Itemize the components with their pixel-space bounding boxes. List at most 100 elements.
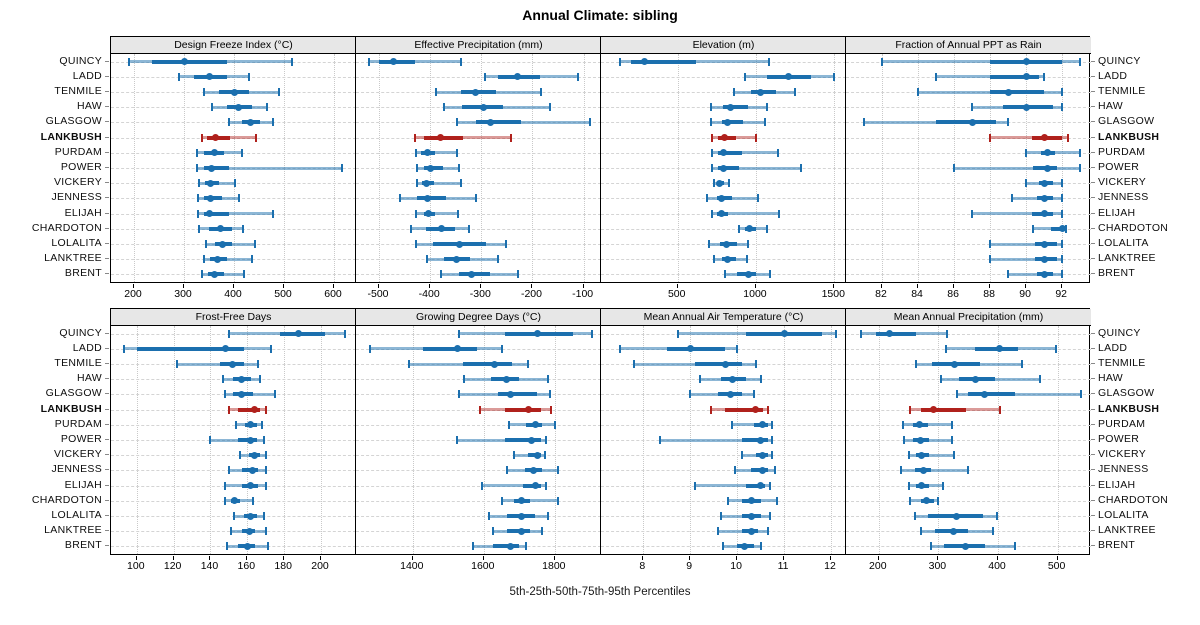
chart-title: Annual Climate: sibling xyxy=(522,7,678,23)
whisker-cap xyxy=(205,240,208,248)
percentile-bar-25-75 xyxy=(936,120,996,125)
whisker-cap xyxy=(544,436,547,444)
whisker-cap xyxy=(908,496,911,505)
median-dot xyxy=(437,225,445,233)
median-dot xyxy=(217,225,224,233)
median-dot xyxy=(968,118,976,126)
whisker-cap xyxy=(998,405,1001,414)
whisker-cap xyxy=(270,344,273,353)
station-label-right-brent: BRENT xyxy=(1098,539,1136,552)
whisker-cap xyxy=(1061,179,1064,188)
horizontal-gridline xyxy=(356,183,601,185)
whisker-cap xyxy=(731,420,734,429)
whisker-cap xyxy=(1020,360,1023,368)
axis-tick xyxy=(482,556,484,560)
axis-tick xyxy=(172,556,174,560)
station-label-right-jenness: JENNESS xyxy=(1098,191,1149,204)
axis-tick-label: 84 xyxy=(911,288,923,300)
whisker-cap xyxy=(618,344,621,353)
axis-tick xyxy=(378,284,380,288)
median-dot xyxy=(517,527,525,535)
station-labels-right: QUINCY LADD TENMILE HAW GLASGOW LANKBUSH PURDA… xyxy=(1094,0,1200,625)
whisker-cap xyxy=(950,420,953,429)
median-dot xyxy=(208,164,215,172)
axis-tick-label: 300 xyxy=(174,288,192,300)
median-dot xyxy=(719,149,727,157)
median-dot xyxy=(513,73,521,81)
whisker-cap xyxy=(881,57,884,66)
median-dot xyxy=(238,390,246,398)
whisker-cap xyxy=(1007,270,1010,279)
panel-band-bottom: Frost-Free Days Growing Degree Days (°C) M… xyxy=(110,308,1091,555)
horizontal-gridline xyxy=(846,137,1091,139)
whisker-cap xyxy=(242,270,245,279)
whisker-cap xyxy=(863,118,865,127)
panel-growing-degree-days-c-: Growing Degree Days (°C) xyxy=(356,309,601,554)
median-dot xyxy=(245,527,253,535)
whisker-cap xyxy=(425,255,428,264)
horizontal-gridline xyxy=(356,152,601,154)
whisker-cap xyxy=(264,527,267,536)
panel-plot-area xyxy=(111,54,356,282)
whisker-cap xyxy=(1007,118,1010,127)
station-label-left-haw: HAW xyxy=(76,372,102,385)
median-dot xyxy=(531,421,539,429)
whisker-cap xyxy=(771,420,774,429)
horizontal-gridline xyxy=(601,92,846,93)
median-dot xyxy=(503,375,511,383)
whisker-cap xyxy=(240,148,243,157)
median-dot xyxy=(721,360,729,368)
percentile-whisker-5-95 xyxy=(712,212,780,216)
whisker-cap xyxy=(759,542,762,551)
whisker-cap xyxy=(768,481,771,490)
panel-divider xyxy=(600,37,601,282)
whisker-cap xyxy=(744,72,747,81)
whisker-cap xyxy=(242,224,244,233)
whisker-cap xyxy=(711,164,714,172)
median-dot xyxy=(716,179,724,187)
station-label-right-purdam: PURDAM xyxy=(1098,417,1146,430)
whisker-cap xyxy=(505,466,508,475)
axis-tick xyxy=(333,284,334,288)
axis-tick xyxy=(881,284,883,288)
percentile-whisker-5-95 xyxy=(482,484,546,488)
panel-strip: Fraction of Annual PPT as Rain xyxy=(846,37,1091,54)
median-dot xyxy=(718,194,726,202)
station-row-tick xyxy=(1091,469,1095,471)
whisker-cap xyxy=(458,164,461,172)
station-row-tick xyxy=(105,212,109,214)
median-dot xyxy=(1044,149,1052,157)
percentile-bar-25-75 xyxy=(204,166,229,170)
median-dot xyxy=(424,210,432,218)
station-label-right-glasgow: GLASGOW xyxy=(1098,115,1155,128)
station-label-right-lanktree: LANKTREE xyxy=(1098,524,1156,537)
whisker-cap xyxy=(517,270,520,279)
whisker-cap xyxy=(553,420,556,429)
station-row-tick xyxy=(105,515,109,516)
median-dot xyxy=(1040,270,1048,278)
axis-tick-label: 1800 xyxy=(542,560,566,572)
median-dot xyxy=(453,345,461,353)
whisker-cap xyxy=(723,270,726,279)
station-label-right-lankbush: LANKBUSH xyxy=(1098,130,1160,143)
axis-tick xyxy=(676,284,678,288)
station-row-tick xyxy=(105,499,109,501)
station-label-right-quincy: QUINCY xyxy=(1098,54,1141,67)
whisker-cap xyxy=(504,240,507,248)
whisker-cap xyxy=(712,255,715,264)
whisker-cap xyxy=(540,88,543,96)
station-row-tick xyxy=(105,197,109,199)
median-dot xyxy=(247,512,255,520)
station-label-left-elijah: ELIJAH xyxy=(64,206,102,219)
station-row-tick xyxy=(105,408,109,410)
percentile-whisker-5-95 xyxy=(972,212,1063,216)
percentile-whisker-5-95 xyxy=(196,166,342,170)
whisker-cap xyxy=(178,72,180,81)
whisker-cap xyxy=(500,496,503,505)
percentile-bar-25-75 xyxy=(875,331,916,336)
horizontal-gridline xyxy=(601,228,846,230)
panel-plot-area xyxy=(846,54,1091,282)
whisker-cap xyxy=(271,118,274,127)
whisker-cap xyxy=(226,542,229,551)
axis-tick xyxy=(642,556,644,560)
